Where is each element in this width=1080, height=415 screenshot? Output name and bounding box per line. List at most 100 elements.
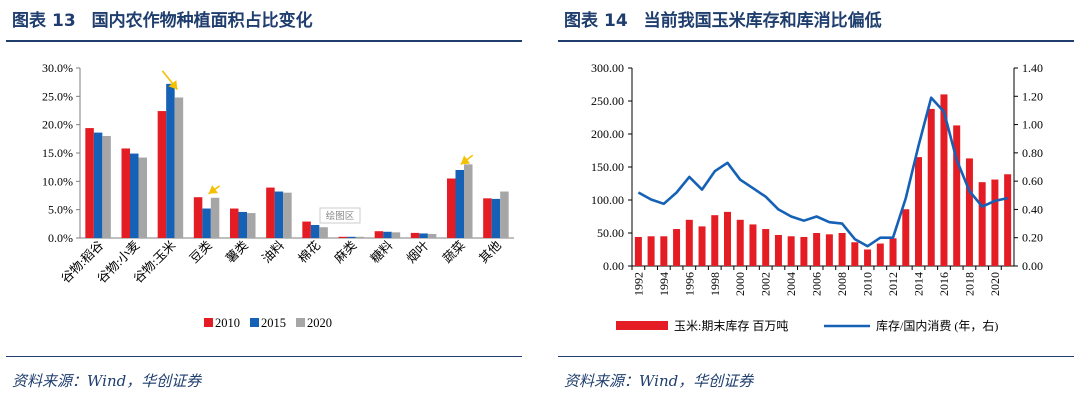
- bar-2015: [491, 198, 501, 238]
- bar-2010: [374, 231, 384, 238]
- y-tick-label: 30.0%: [42, 61, 73, 75]
- stock-bar: [864, 249, 872, 266]
- figure-13-title-prefix: 图表: [12, 11, 46, 31]
- stock-bar: [825, 234, 833, 266]
- right-y-tick-label: 0.40: [1022, 202, 1043, 216]
- bar-2010: [410, 232, 420, 238]
- x-tick-label: 2008: [835, 272, 849, 296]
- stock-bar: [1004, 174, 1012, 266]
- stock-bar: [940, 94, 948, 267]
- x-tick-label: 1994: [657, 272, 671, 296]
- bar-2020: [138, 157, 147, 238]
- legend-label-ratio: 库存/国内消费 (年，右): [876, 318, 998, 333]
- x-tick-label: 1996: [682, 272, 696, 296]
- x-tick-label: 2004: [784, 272, 798, 296]
- x-tick-label: 2000: [733, 272, 747, 296]
- plot-area-tag: [319, 207, 361, 224]
- figure-14-bottom-rule: [558, 356, 1074, 357]
- stock-bar: [711, 215, 719, 266]
- bar-2020: [210, 197, 220, 238]
- left-y-tick-label: 200.00: [591, 127, 624, 141]
- bar-2020: [427, 234, 437, 238]
- legend-label-2020: 2020: [307, 316, 332, 330]
- x-tick-label: 2016: [937, 272, 951, 296]
- figure-13-title-text: 国内农作物种植面积占比变化: [91, 11, 313, 31]
- stock-bar: [953, 125, 961, 266]
- plot-area-tag-text: 绘图区: [326, 210, 355, 222]
- right-y-tick-label: 1.00: [1022, 118, 1043, 132]
- stock-bar: [851, 242, 859, 266]
- figure-14-top-rule: [558, 40, 1074, 42]
- bar-2015: [130, 153, 139, 238]
- stock-bar: [978, 182, 986, 266]
- bar-2010: [230, 208, 239, 238]
- bar-2015: [383, 231, 392, 238]
- y-tick-label: 0.0%: [48, 231, 73, 245]
- y-tick-label: 25.0%: [42, 89, 73, 103]
- right-y-tick-label: 1.40: [1022, 61, 1043, 75]
- stock-bar: [902, 209, 910, 266]
- figure-14-title-prefix: 图表: [564, 11, 598, 31]
- legend-label-2015: 2015: [261, 316, 286, 330]
- bar-2010: [193, 197, 203, 238]
- bar-2010: [121, 148, 130, 238]
- x-tick-label: 豆类: [187, 238, 215, 266]
- y-tick-label: 20.0%: [42, 118, 73, 132]
- x-tick-label: 2012: [886, 272, 900, 296]
- bar-2015: [347, 236, 356, 238]
- bar-2020: [283, 192, 292, 238]
- stock-bar: [736, 219, 744, 266]
- x-tick-label: 2018: [962, 272, 976, 296]
- y-tick-label: 5.0%: [48, 203, 73, 217]
- bar-2010: [447, 178, 456, 238]
- stock-bar: [724, 211, 731, 266]
- stock-bar: [660, 236, 668, 266]
- x-tick-label: 麻类: [331, 237, 360, 266]
- corn-stock-combo-chart: 0.00 50.00 100.00 150.00 200.00 250.00 300.00 0…: [591, 61, 1043, 333]
- left-y-tick-label: 300.00: [591, 61, 624, 75]
- bar-2010: [157, 111, 167, 238]
- x-tick-label: 蔬菜: [440, 238, 468, 266]
- stock-bar: [915, 157, 922, 266]
- stock-bar: [800, 236, 808, 266]
- bar-2020: [355, 236, 364, 238]
- x-tick-label: 2020: [988, 272, 1002, 296]
- x-tick-label: 2002: [759, 272, 773, 296]
- stock-bar: [876, 243, 884, 266]
- bar-2015: [238, 211, 247, 238]
- bar-2020: [247, 213, 256, 238]
- stock-bar: [774, 234, 782, 266]
- figure-13-title-number: 13: [52, 11, 76, 31]
- figure-14-title: 图表 14 当前我国玉米库存和库消比偏低: [564, 6, 882, 31]
- bar-2015: [274, 191, 284, 238]
- stock-bar: [673, 229, 681, 266]
- x-tick-label: 烟叶: [404, 238, 432, 266]
- bar-2020: [464, 164, 473, 238]
- left-y-tick-label: 100.00: [591, 193, 624, 207]
- right-y-tick-label: 0.60: [1022, 174, 1043, 188]
- bar-2010: [266, 187, 275, 238]
- stock-bar: [889, 238, 897, 266]
- right-y-tick-label: 0.20: [1022, 231, 1043, 245]
- figure-13-title: 图表 13 国内农作物种植面积占比变化: [12, 6, 313, 31]
- stock-bar: [647, 236, 655, 266]
- x-tick-label: 1998: [708, 272, 722, 296]
- legend-swatch-stock: [616, 321, 668, 330]
- stock-bar: [838, 233, 846, 266]
- bar-2010: [302, 221, 311, 238]
- bar-2015: [419, 233, 428, 238]
- figure-13-source: 资料来源：Wind，华创证券: [12, 372, 202, 390]
- bar-2015: [202, 208, 211, 238]
- x-tick-label: 1992: [631, 272, 645, 296]
- bar-2020: [391, 232, 401, 238]
- arrow-beans-head: [208, 185, 218, 194]
- stock-bar: [965, 158, 973, 266]
- bar-2010: [483, 198, 492, 238]
- figure-13-top-rule: [6, 40, 522, 42]
- x-tick-label: 其他: [476, 238, 504, 266]
- left-y-tick-label: 0.00: [603, 259, 624, 273]
- bar-2020: [319, 227, 328, 238]
- bar-2020: [500, 191, 509, 238]
- right-y-tick-label: 0.00: [1022, 259, 1043, 273]
- stock-bar: [813, 233, 821, 266]
